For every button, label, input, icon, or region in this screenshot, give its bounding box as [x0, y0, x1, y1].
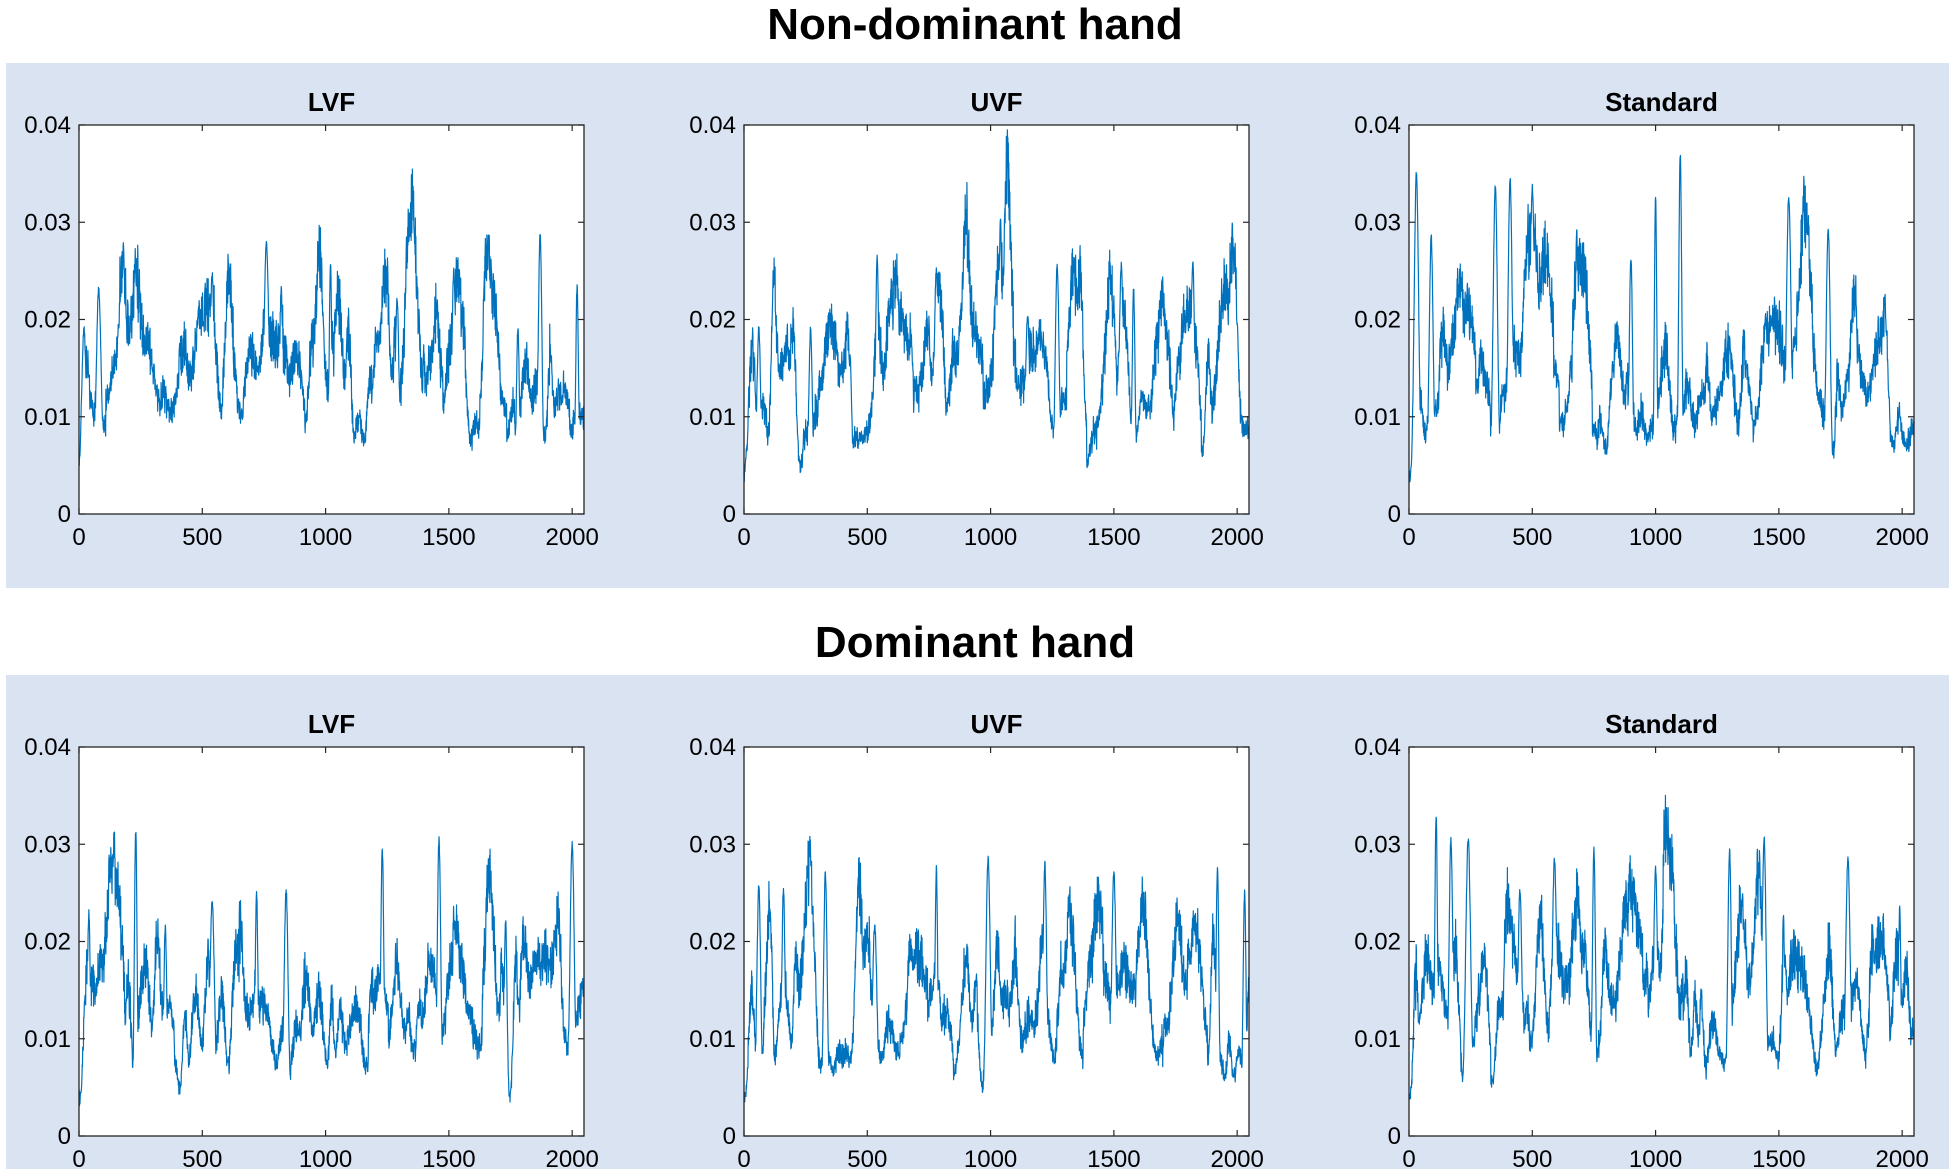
y-tick-label: 0.01 — [689, 404, 736, 431]
series-line — [78, 168, 585, 467]
x-tick-label: 2000 — [545, 1146, 598, 1173]
subplot-dominant-lvf: 0 0.01 0.02 0.03 0.04 0 500 1000 1500 2000 LVF — [24, 709, 599, 1173]
y-tick-label: 0.04 — [689, 734, 736, 761]
subplot-nondominant-standard: 0 0.01 0.02 0.03 0.04 0 500 1000 1500 2000 Standar… — [1354, 87, 1929, 551]
x-tick-label: 2000 — [1210, 1146, 1263, 1173]
x-tick-label: 500 — [847, 524, 887, 551]
y-tick-label: 0.03 — [689, 831, 736, 858]
x-tick-label: 500 — [182, 524, 222, 551]
y-tick-label: 0.01 — [1354, 1026, 1401, 1053]
subplot-nondominant-lvf: 0 0.01 0.02 0.03 0.04 0 500 1000 1500 2000 LVF — [24, 87, 599, 551]
x-tick-label: 0 — [1402, 1146, 1415, 1173]
x-tick-label: 0 — [72, 524, 85, 551]
series-line — [1408, 794, 1915, 1100]
top-group-title: Non-dominant hand — [767, 0, 1183, 49]
subplot-title: UVF — [971, 87, 1023, 117]
x-tick-label: 2000 — [545, 524, 598, 551]
y-tick-label: 0 — [1388, 1123, 1401, 1150]
y-tick-label: 0.03 — [24, 209, 71, 236]
x-tick-label: 2000 — [1875, 524, 1928, 551]
y-tick-label: 0.01 — [24, 404, 71, 431]
y-tick-label: 0.04 — [24, 734, 71, 761]
x-tick-label: 1000 — [299, 524, 352, 551]
x-tick-label: 1500 — [1087, 524, 1140, 551]
y-tick-label: 0.02 — [1354, 929, 1401, 956]
y-tick-label: 0.04 — [689, 112, 736, 139]
x-tick-label: 1000 — [1629, 1146, 1682, 1173]
series-line — [1408, 154, 1915, 483]
subplot-title: LVF — [308, 709, 355, 739]
y-tick-label: 0.04 — [1354, 734, 1401, 761]
x-tick-label: 1500 — [422, 524, 475, 551]
x-tick-label: 0 — [1402, 524, 1415, 551]
x-tick-label: 1500 — [1752, 1146, 1805, 1173]
y-tick-label: 0 — [723, 501, 736, 528]
x-tick-label: 0 — [72, 1146, 85, 1173]
y-tick-label: 0 — [1388, 501, 1401, 528]
subplot-dominant-uvf: 0 0.01 0.02 0.03 0.04 0 500 1000 1500 2000 UVF — [689, 709, 1264, 1173]
y-tick-label: 0.04 — [1354, 112, 1401, 139]
y-tick-label: 0.02 — [24, 929, 71, 956]
subplot-title: Standard — [1605, 709, 1718, 739]
x-tick-label: 1000 — [1629, 524, 1682, 551]
subplot-nondominant-uvf: 0 0.01 0.02 0.03 0.04 0 500 1000 1500 2000 UVF — [689, 87, 1264, 551]
plot-area — [1409, 125, 1914, 514]
x-tick-label: 2000 — [1875, 1146, 1928, 1173]
x-tick-label: 1000 — [964, 524, 1017, 551]
y-tick-label: 0.01 — [689, 1026, 736, 1053]
y-tick-label: 0.03 — [689, 209, 736, 236]
y-tick-label: 0.03 — [24, 831, 71, 858]
x-tick-label: 500 — [847, 1146, 887, 1173]
y-tick-label: 0.02 — [1354, 307, 1401, 334]
x-tick-label: 1000 — [964, 1146, 1017, 1173]
y-tick-label: 0 — [58, 1123, 71, 1150]
x-tick-label: 500 — [1512, 1146, 1552, 1173]
x-tick-label: 1500 — [422, 1146, 475, 1173]
x-tick-label: 2000 — [1210, 524, 1263, 551]
y-tick-label: 0.01 — [24, 1026, 71, 1053]
subplot-title: UVF — [971, 709, 1023, 739]
series-line — [743, 835, 1250, 1103]
y-tick-label: 0.04 — [24, 112, 71, 139]
bottom-group-title: Dominant hand — [814, 618, 1136, 667]
y-tick-label: 0.02 — [689, 929, 736, 956]
subplot-title: Standard — [1605, 87, 1718, 117]
y-tick-label: 0.02 — [689, 307, 736, 334]
y-tick-label: 0.02 — [24, 307, 71, 334]
y-tick-label: 0 — [723, 1123, 736, 1150]
series-line — [78, 831, 585, 1107]
x-tick-label: 500 — [1512, 524, 1552, 551]
series-line — [743, 129, 1250, 483]
x-tick-label: 0 — [737, 1146, 750, 1173]
y-tick-label: 0.03 — [1354, 209, 1401, 236]
y-tick-label: 0.01 — [1354, 404, 1401, 431]
plot-area — [744, 125, 1249, 514]
plot-area — [79, 747, 584, 1136]
x-tick-label: 0 — [737, 524, 750, 551]
subplot-dominant-standard: 0 0.01 0.02 0.03 0.04 0 500 1000 1500 2000 Standar… — [1354, 709, 1929, 1173]
x-tick-label: 500 — [182, 1146, 222, 1173]
subplot-title: LVF — [308, 87, 355, 117]
x-tick-label: 1500 — [1087, 1146, 1140, 1173]
x-tick-label: 1500 — [1752, 524, 1805, 551]
y-tick-label: 0 — [58, 501, 71, 528]
y-tick-label: 0.03 — [1354, 831, 1401, 858]
x-tick-label: 1000 — [299, 1146, 352, 1173]
